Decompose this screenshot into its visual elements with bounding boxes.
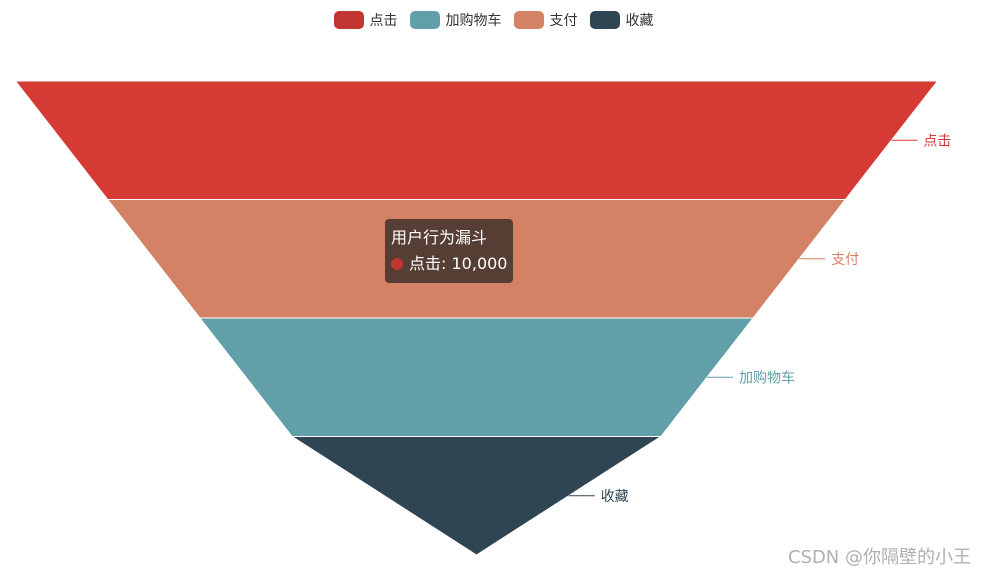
tooltip-title: 用户行为漏斗 [391,228,488,247]
tooltip-separator: : [441,254,452,273]
funnel-segment-click[interactable] [14,80,939,200]
legend-swatch-add-to-cart [409,11,440,29]
legend-label-payment: 支付 [549,13,578,29]
legend-item-favorite[interactable]: 收藏 [589,10,654,30]
legend-label-add-to-cart: 加购物车 [445,13,502,29]
tooltip-dot [391,258,403,270]
funnel-segment-add-to-cart[interactable] [198,317,755,437]
tooltip-value: 10,000 [451,254,508,273]
stage-label-add-to-cart: 加购物车 [739,369,795,386]
stage-label-click: 点击 [923,133,951,149]
legend-item-add-to-cart[interactable]: 加购物车 [409,10,502,30]
tooltip-series: 点击 [409,254,442,273]
legend-swatch-favorite [589,11,620,29]
legend-label-favorite: 收藏 [625,13,654,29]
tooltip: 用户行为漏斗 点击: 10,000 [385,219,514,283]
legend-swatch-payment [513,11,544,29]
legend-label-click: 点击 [369,13,398,29]
legend-swatch-click [333,11,364,29]
watermark: CSDN @你隔壁的小王 [787,547,971,568]
legend-item-click[interactable]: 点击 [333,10,398,30]
legend-item-payment[interactable]: 支付 [513,10,578,30]
legend: 点击 加购物车 支付 收藏 [0,10,987,30]
stage-label-favorite: 收藏 [601,489,629,505]
tooltip-row: 点击: 10,000 [391,251,507,277]
stage-label-payment: 支付 [831,252,859,268]
